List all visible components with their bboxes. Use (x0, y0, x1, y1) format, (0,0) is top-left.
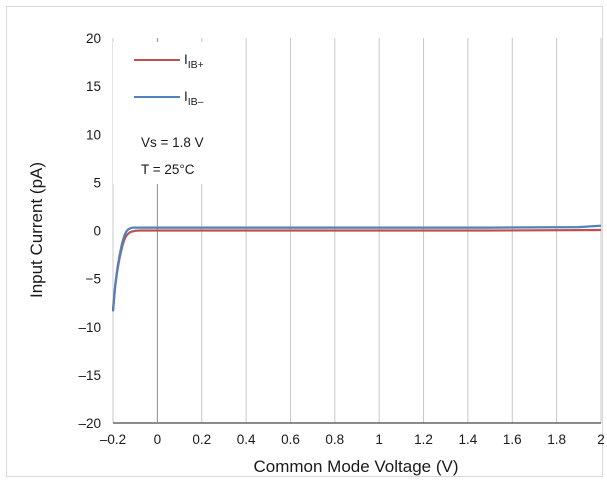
x-tick-label: –0.2 (100, 432, 126, 447)
x-tick-label: 2 (597, 432, 605, 447)
x-axis-label: Common Mode Voltage (V) (253, 457, 458, 476)
annotation-text: Vs = 1.8 V (141, 135, 204, 150)
x-tick-label: 1 (375, 432, 383, 447)
y-tick-label: –20 (78, 416, 101, 431)
x-tick-label: 0.4 (237, 432, 256, 447)
legend-entry: IIB+ (184, 52, 204, 71)
series-lines (111, 224, 602, 312)
legend-entry: IIB– (184, 89, 204, 108)
y-tick-label: –10 (78, 320, 101, 335)
y-axis-label: Input Current (pA) (27, 162, 46, 298)
legend: IIB+ IIB– (134, 52, 204, 108)
y-tick-label: 10 (86, 127, 101, 142)
x-tick-label: 0.2 (192, 432, 211, 447)
series-line-IBminus (111, 224, 602, 312)
legend-box (113, 42, 217, 184)
chart-frame (6, 6, 603, 477)
x-tick-label: 1.8 (547, 432, 566, 447)
x-tick-label: 1.2 (414, 432, 433, 447)
x-tick-label: 1.6 (503, 432, 522, 447)
y-tick-label: –15 (78, 368, 101, 383)
annotations: Vs = 1.8 V T = 25°C (141, 135, 204, 177)
y-tick-label: 20 (86, 31, 101, 46)
y-tick-label: 0 (93, 224, 101, 239)
annotation-text: T = 25°C (141, 162, 195, 177)
y-tick-labels: –20 –15 –10 −5 0 5 10 15 20 (78, 31, 101, 431)
y-tick-label: 15 (86, 79, 101, 94)
x-tick-labels: –0.2 0 0.2 0.4 0.6 0.8 1 1.2 1.4 1.6 1.8 2 (100, 432, 605, 447)
y-tick-label: −5 (86, 272, 101, 287)
series-line-IBplus (111, 228, 602, 310)
x-tick-label: 1.4 (459, 432, 478, 447)
x-tick-label: 0.6 (281, 432, 300, 447)
x-tick-label: 0.8 (325, 432, 344, 447)
x-tick-label: 0 (154, 432, 162, 447)
y-tick-label: 5 (93, 175, 101, 190)
